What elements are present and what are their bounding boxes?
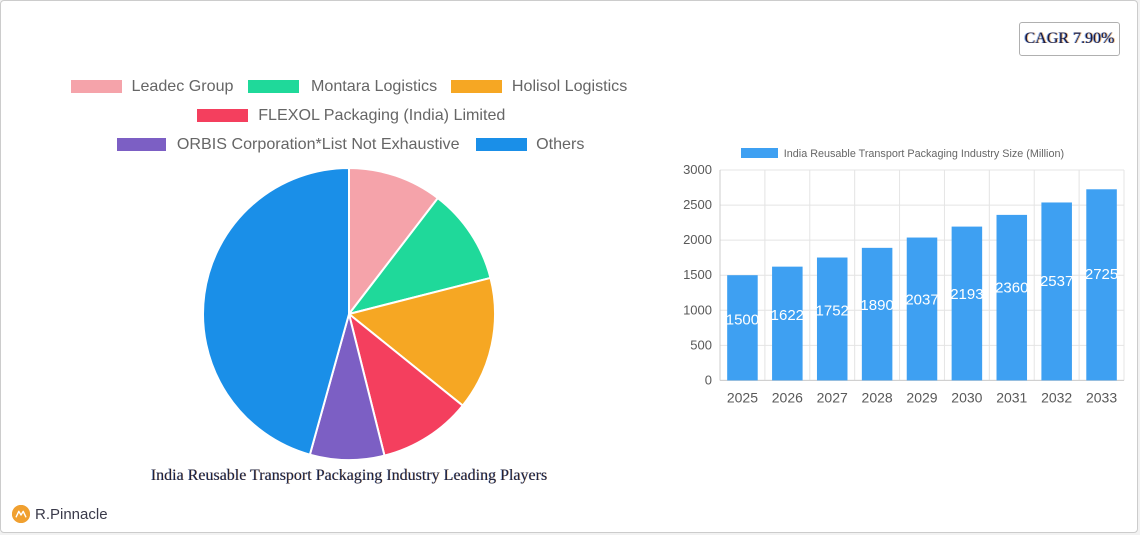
svg-text:1622: 1622 <box>771 307 804 324</box>
svg-text:1500: 1500 <box>683 267 712 282</box>
svg-text:2033: 2033 <box>1086 389 1117 405</box>
svg-text:2032: 2032 <box>1041 389 1072 405</box>
svg-text:3000: 3000 <box>683 162 712 177</box>
svg-text:1890: 1890 <box>860 297 893 314</box>
svg-text:2025: 2025 <box>727 389 758 405</box>
svg-text:1500: 1500 <box>726 312 759 329</box>
svg-text:2000: 2000 <box>683 232 712 247</box>
svg-text:1752: 1752 <box>816 302 849 319</box>
svg-text:2030: 2030 <box>951 389 982 405</box>
svg-text:2027: 2027 <box>817 389 848 405</box>
svg-text:2031: 2031 <box>996 389 1027 405</box>
svg-text:1000: 1000 <box>683 302 712 317</box>
svg-text:0: 0 <box>705 372 712 387</box>
svg-text:2360: 2360 <box>995 280 1028 297</box>
svg-text:2029: 2029 <box>906 389 937 405</box>
svg-text:2028: 2028 <box>862 389 893 405</box>
svg-text:2193: 2193 <box>950 286 983 303</box>
svg-text:2537: 2537 <box>1040 273 1073 290</box>
svg-text:2500: 2500 <box>683 197 712 212</box>
svg-text:500: 500 <box>690 337 712 352</box>
svg-text:2037: 2037 <box>905 292 938 309</box>
svg-text:2026: 2026 <box>772 389 803 405</box>
svg-text:2725: 2725 <box>1085 266 1118 283</box>
